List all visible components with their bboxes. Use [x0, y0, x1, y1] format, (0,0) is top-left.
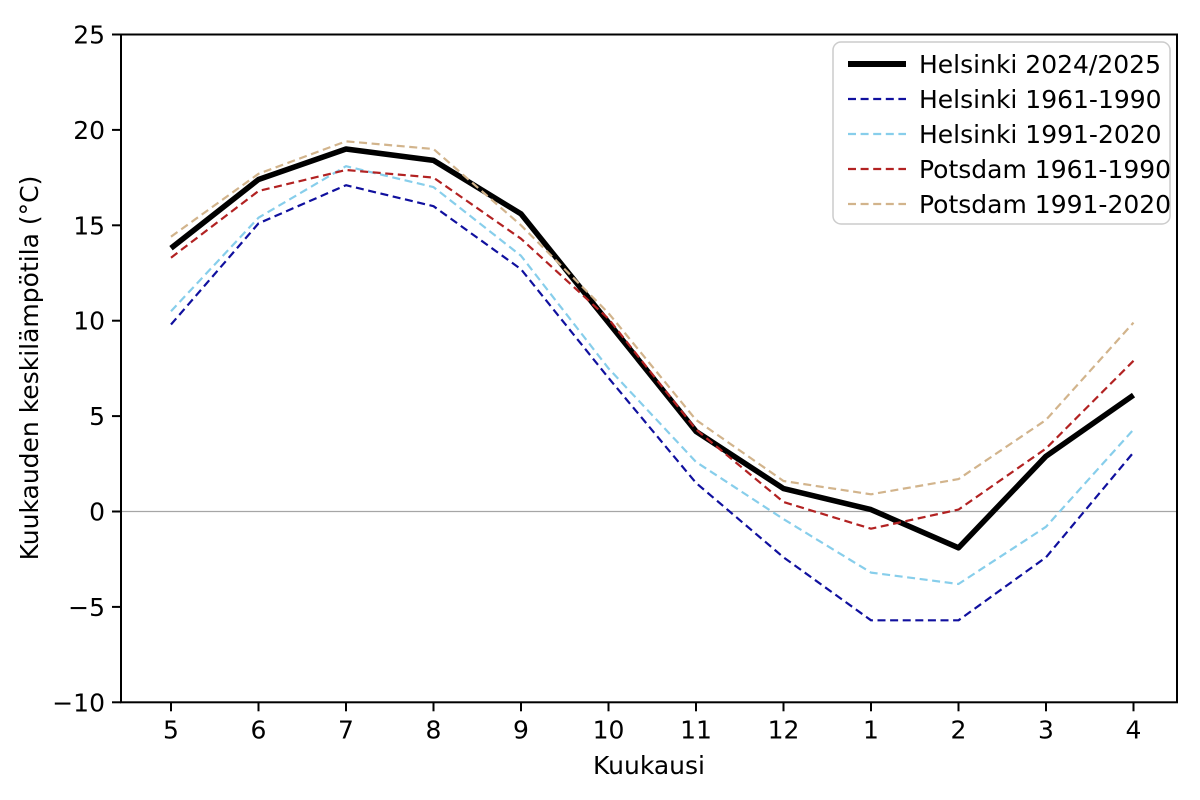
- y-axis-label: Kuukauden keskilämpötila (°C): [15, 176, 44, 561]
- y-tick-label: −5: [68, 593, 105, 622]
- x-axis-label: Kuukausi: [593, 751, 705, 780]
- legend-box: [832, 41, 1171, 225]
- series-line-2: [170, 165, 1135, 586]
- legend-item-3: Potsdam 1961-1990: [848, 155, 1171, 184]
- series-line-4: [170, 140, 1135, 496]
- legend-label: Helsinki 1991-2020: [919, 120, 1162, 149]
- series-line-1: [170, 184, 1135, 622]
- legend-label: Potsdam 1961-1990: [919, 155, 1171, 184]
- x-tick-label: 2: [951, 715, 967, 744]
- y-tick-label: 15: [73, 211, 105, 240]
- x-tick-label: 3: [1038, 715, 1054, 744]
- legend-item-4: Potsdam 1991-2020: [848, 190, 1171, 219]
- x-tick-label: 10: [593, 715, 625, 744]
- legend-label: Helsinki 1961-1990: [919, 85, 1162, 114]
- legend-label: Potsdam 1991-2020: [919, 190, 1171, 219]
- x-tick-label: 4: [1126, 715, 1142, 744]
- x-tick-label: 6: [251, 715, 267, 744]
- plot-border: [120, 33, 1178, 704]
- y-tick-label: 10: [73, 307, 105, 336]
- series-line-0: [169, 146, 1136, 551]
- series-line-3: [170, 168, 1135, 530]
- x-tick-label: 7: [338, 715, 354, 744]
- x-tick-label: 9: [513, 715, 529, 744]
- y-tick-label: 20: [73, 116, 105, 145]
- x-tick-label: 8: [426, 715, 442, 744]
- legend-item-2: Helsinki 1991-2020: [848, 120, 1162, 149]
- legend-item-1: Helsinki 1961-1990: [848, 85, 1162, 114]
- legend-label: Helsinki 2024/2025: [919, 50, 1161, 79]
- x-tick-label: 1: [863, 715, 879, 744]
- y-tick-label: 0: [89, 498, 105, 527]
- x-tick-label: 5: [163, 715, 179, 744]
- y-tick-label: 25: [73, 21, 105, 50]
- x-tick-label: 12: [768, 715, 800, 744]
- legend: Helsinki 2024/2025 Helsinki 1961-1990 Hels…: [832, 41, 1171, 225]
- x-tick-label: 11: [680, 715, 712, 744]
- legend-item-0: Helsinki 2024/2025: [848, 50, 1161, 79]
- y-tick-label: −10: [52, 688, 105, 717]
- y-tick-label: 5: [89, 402, 105, 431]
